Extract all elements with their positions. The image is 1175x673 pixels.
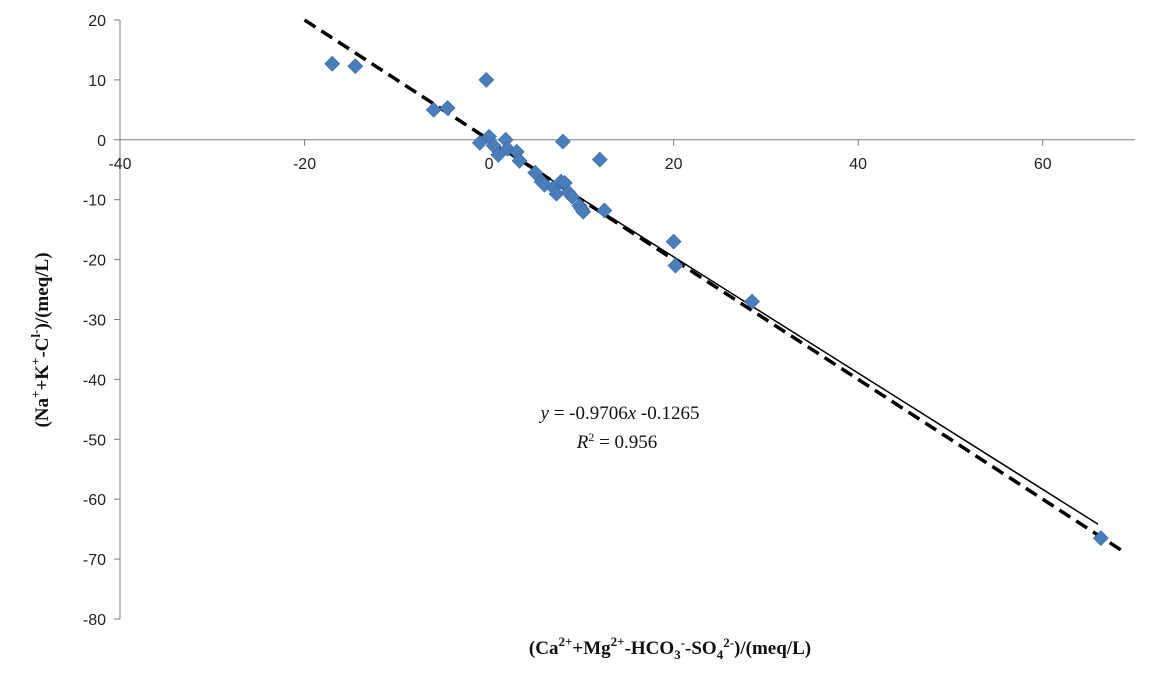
data-point: [744, 293, 760, 310]
regression-equation: y = -0.9706x -0.1265: [539, 403, 700, 424]
data-point: [575, 203, 592, 220]
x-tick-label: 40: [849, 156, 867, 173]
data-point: [439, 100, 456, 116]
lines-layer: [303, 18, 1127, 555]
reference-dashed-line: [303, 18, 1127, 555]
data-point: [591, 151, 608, 168]
y-tick-label: -50: [83, 432, 106, 449]
data-point: [665, 233, 682, 250]
y-tick-label: 20: [88, 13, 106, 30]
data-point: [511, 152, 528, 169]
x-tick-label: 20: [665, 156, 683, 173]
y-tick-label: -70: [83, 552, 106, 569]
regression-line: [488, 139, 1099, 525]
data-point: [527, 164, 544, 181]
y-axis-title: (Na++K+-Cl-)/(meq/L): [28, 252, 53, 427]
data-point: [548, 185, 565, 202]
y-tick-label: -40: [83, 372, 106, 389]
x-tick-label: 60: [1034, 156, 1052, 173]
y-tick-label: -30: [83, 313, 106, 330]
x-tick-label: -20: [293, 156, 316, 173]
y-tick-label: -10: [83, 193, 106, 210]
y-tick-label: 10: [88, 73, 106, 90]
data-point: [499, 140, 516, 157]
data-point: [554, 133, 571, 150]
x-tick-label: -40: [108, 156, 131, 173]
data-point: [667, 257, 684, 274]
points-layer: [324, 55, 1109, 547]
data-point: [596, 202, 613, 219]
y-tick-label: -60: [83, 492, 106, 509]
x-tick-label: 0: [485, 156, 494, 173]
y-tick-label: 0: [97, 133, 106, 150]
data-point: [478, 71, 495, 88]
y-tick-label: -80: [83, 612, 106, 629]
x-axis-title: (Ca2++Mg2+-HCO3--SO42-)/(meq/L): [529, 634, 811, 662]
data-point: [425, 101, 442, 118]
y-tick-label: -20: [83, 253, 106, 270]
axes-layer: 20 10 0 -10 -20 -30 -40 -50 -60 -70 -80 -40 -20 0 20 40…: [83, 13, 1135, 629]
data-point: [1092, 530, 1109, 547]
r-squared: R2 = 0.956: [576, 430, 658, 453]
data-point: [564, 188, 581, 205]
data-point: [347, 58, 364, 75]
data-point: [324, 55, 341, 72]
